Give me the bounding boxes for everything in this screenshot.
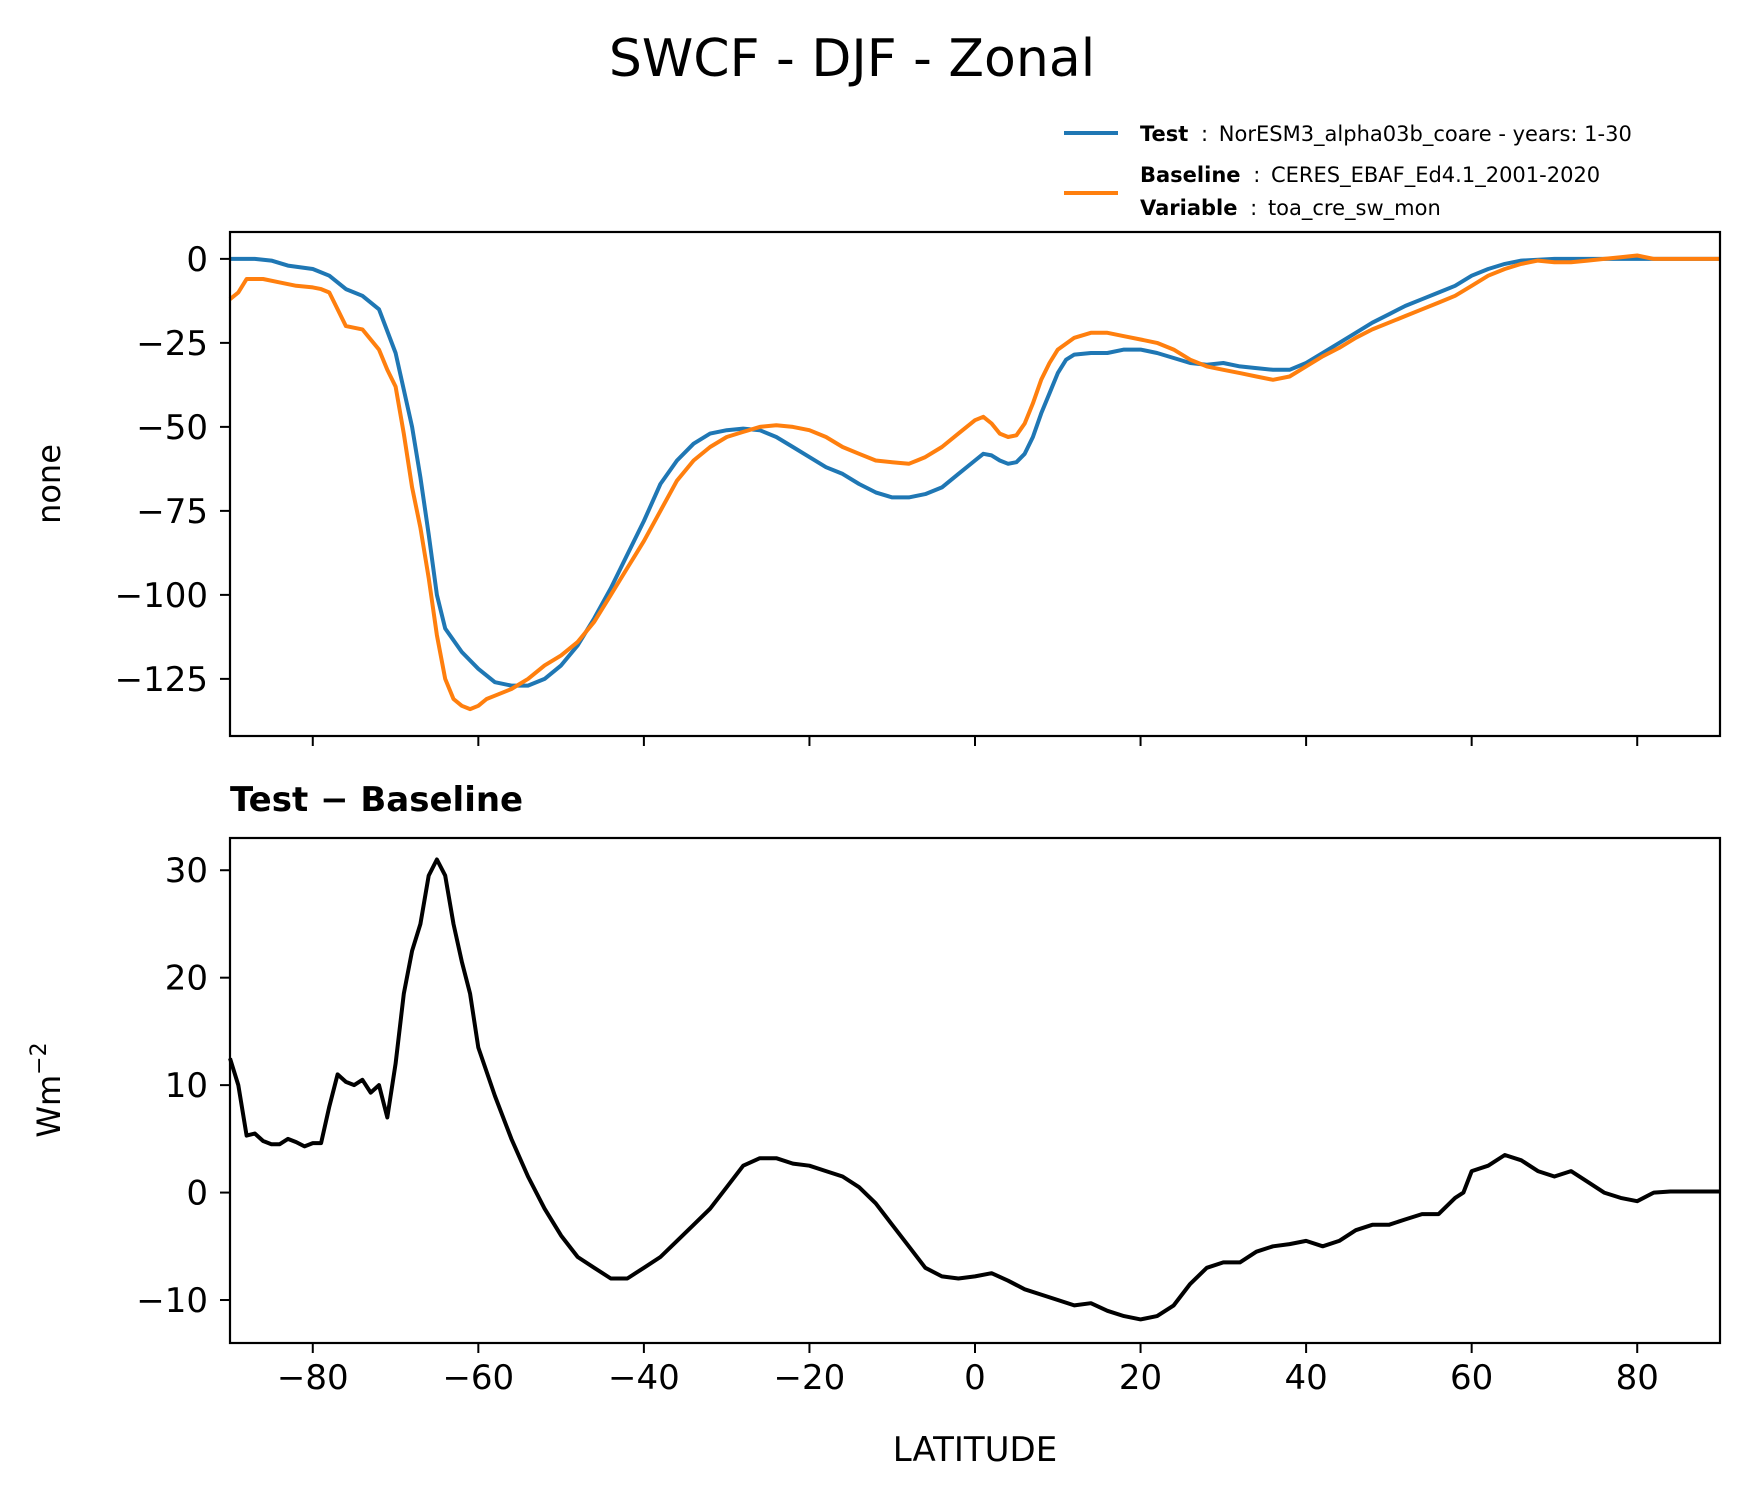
bottom-x-tick-label: 40 bbox=[1284, 1358, 1327, 1398]
top-y-axis-label: none bbox=[30, 444, 68, 524]
bottom-panel: Test − Baseline −80 −60 −40 −20 0 20 40 60 80302… bbox=[27, 780, 1722, 1470]
legend-entry-baseline: Baseline : CERES_EBAF_Ed4.1_2001-2020 bbox=[1140, 163, 1600, 188]
legend-variable-sep: : bbox=[1250, 196, 1257, 220]
legend-entry-test: Test : NorESM3_alpha03b_coare - years: 1… bbox=[1140, 122, 1632, 147]
bottom-y-axis-label-exponent: −2 bbox=[27, 1042, 52, 1074]
bottom-y-tick-label: 30 bbox=[165, 851, 208, 891]
top-panel: 0 −25 −50 −75 −100 −125 none Test : NorESM3_a… bbox=[30, 122, 1722, 746]
bottom-x-tick-label: −60 bbox=[442, 1358, 514, 1398]
bottom-x-tick-label: −20 bbox=[774, 1358, 846, 1398]
bottom-axis-layer: −80 −60 −40 −20 0 20 40 60 80 30 20 10 0 −10 bbox=[136, 851, 1659, 1398]
bottom-y-axis-label: Wm−2 bbox=[27, 1042, 68, 1137]
legend: Test : NorESM3_alpha03b_coare - years: 1… bbox=[1064, 122, 1632, 221]
legend-variable-key: Variable bbox=[1140, 196, 1237, 220]
bottom-y-tick-label: −10 bbox=[136, 1281, 208, 1321]
bottom-y-tick-label: 10 bbox=[165, 1066, 208, 1106]
top-series-test bbox=[230, 256, 1720, 688]
top-y-tick-label: −75 bbox=[136, 492, 208, 532]
bottom-x-tick-label: −80 bbox=[277, 1358, 349, 1398]
legend-test-sep: : bbox=[1201, 122, 1208, 146]
bottom-x-tick-label: 0 bbox=[964, 1358, 986, 1398]
top-y-tick-label: −100 bbox=[115, 576, 208, 616]
bottom-y-tick-label: 0 bbox=[186, 1174, 208, 1214]
figure-title: SWCF - DJF - Zonal bbox=[609, 29, 1095, 89]
top-series-layer bbox=[228, 253, 1720, 712]
top-y-tick-label: −125 bbox=[115, 660, 208, 700]
bottom-panel-title: Test − Baseline bbox=[230, 780, 523, 820]
x-axis-label: LATITUDE bbox=[893, 1430, 1057, 1470]
bottom-x-tick-label: 80 bbox=[1616, 1358, 1659, 1398]
top-series-baseline bbox=[228, 253, 1720, 712]
bottom-y-tick-label: 20 bbox=[165, 959, 208, 999]
legend-baseline-value: CERES_EBAF_Ed4.1_2001-2020 bbox=[1271, 163, 1600, 188]
legend-entry-variable: Variable : toa_cre_sw_mon bbox=[1140, 196, 1441, 221]
bottom-y-axis-label-base: Wm bbox=[30, 1075, 68, 1138]
bottom-series-layer bbox=[228, 857, 1720, 1322]
top-y-tick-label: 0 bbox=[186, 240, 208, 280]
top-y-tick-label: −50 bbox=[136, 408, 208, 448]
legend-baseline-key: Baseline bbox=[1140, 163, 1241, 187]
legend-test-key: Test bbox=[1140, 122, 1188, 146]
legend-variable-value: toa_cre_sw_mon bbox=[1268, 196, 1441, 221]
top-axis-layer: 0 −25 −50 −75 −100 −125 bbox=[115, 240, 1639, 746]
bottom-series-test-baseline bbox=[228, 857, 1720, 1322]
top-y-tick-label: −25 bbox=[136, 324, 208, 364]
bottom-x-tick-label: 60 bbox=[1450, 1358, 1493, 1398]
legend-baseline-sep: : bbox=[1253, 163, 1260, 187]
bottom-x-tick-label: 20 bbox=[1119, 1358, 1162, 1398]
legend-test-value: NorESM3_alpha03b_coare - years: 1-30 bbox=[1219, 122, 1632, 147]
bottom-x-tick-label: −40 bbox=[608, 1358, 680, 1398]
